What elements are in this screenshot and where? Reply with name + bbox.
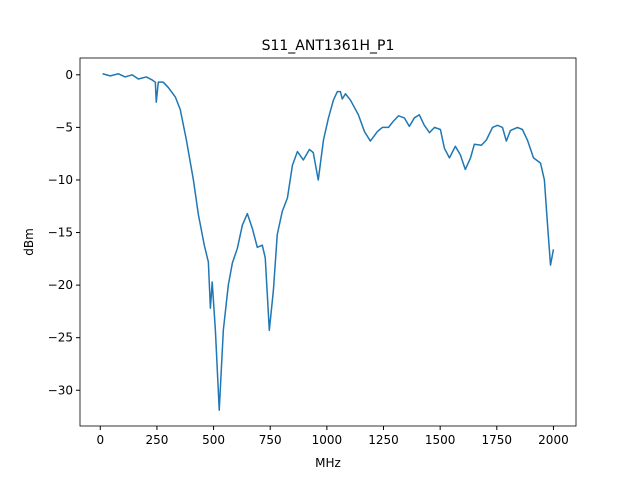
- x-tick-label: 2000: [538, 433, 569, 447]
- x-tick-label: 750: [259, 433, 282, 447]
- x-tick-label: 0: [96, 433, 104, 447]
- chart-title: S11_ANT1361H_P1: [262, 38, 395, 54]
- y-tick-label: −15: [48, 226, 73, 240]
- x-tick-label: 1250: [368, 433, 399, 447]
- y-axis-label: dBm: [22, 228, 36, 256]
- x-tick-label: 1500: [425, 433, 456, 447]
- data-line: [102, 73, 555, 411]
- y-tick-label: −5: [55, 120, 73, 134]
- x-tick-label: 1000: [312, 433, 343, 447]
- y-tick-label: −20: [48, 278, 73, 292]
- x-tick-label: 500: [202, 433, 225, 447]
- x-tick-label: 1750: [482, 433, 513, 447]
- x-tick-label: 250: [145, 433, 168, 447]
- y-tick-label: −10: [48, 173, 73, 187]
- x-axis-label: MHz: [315, 456, 341, 470]
- y-tick-label: −30: [48, 383, 73, 397]
- y-tick-label: −25: [48, 331, 73, 345]
- plot-frame: [79, 57, 577, 427]
- y-tick-label: 0: [65, 68, 73, 82]
